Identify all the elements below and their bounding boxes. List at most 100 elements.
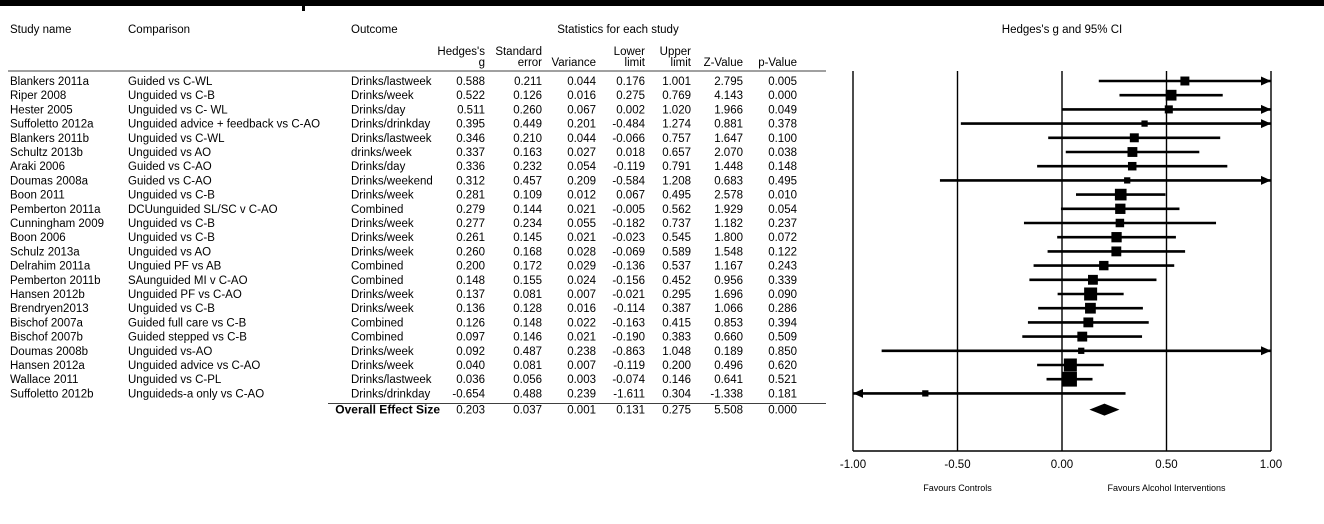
row-p: 0.000	[768, 90, 797, 102]
effect-square	[1141, 120, 1148, 127]
row-p: 0.394	[768, 317, 797, 329]
row-g: 0.337	[456, 147, 485, 159]
row-upper: 0.452	[662, 275, 691, 287]
row-se: 0.081	[513, 360, 542, 372]
row-lower: -0.484	[612, 119, 645, 131]
row-lower: -0.163	[612, 317, 645, 329]
effect-square	[1077, 331, 1088, 342]
effect-square	[1129, 133, 1139, 143]
row-outcome: Drinks/week	[351, 232, 414, 244]
row-outcome: Drinks/day	[351, 161, 406, 173]
row-z: 1.548	[714, 246, 743, 258]
row-p: 0.521	[768, 374, 797, 386]
row-g: 0.260	[456, 246, 485, 258]
overall-label: Overall Effect Size	[335, 403, 440, 417]
effect-square	[1088, 274, 1098, 285]
row-outcome: Combined	[351, 317, 403, 329]
effect-square	[1127, 161, 1137, 171]
row-se: 0.081	[513, 289, 542, 301]
row-z: 0.496	[714, 360, 743, 372]
row-study-name: Brendryen2013	[10, 303, 89, 315]
row-var: 0.016	[567, 90, 596, 102]
row-g: 0.097	[456, 332, 485, 344]
x-tick-label: 0.50	[1155, 459, 1177, 471]
favours-right-label: Favours Alcohol Interventions	[1107, 483, 1226, 493]
row-var: 0.201	[567, 119, 596, 131]
row-upper: 1.020	[662, 104, 691, 116]
row-outcome: Combined	[351, 204, 403, 216]
header-se-line1: Standard	[495, 46, 542, 58]
row-g: 0.281	[456, 190, 485, 202]
row-study-name: Riper 2008	[10, 90, 66, 102]
row-p: 0.243	[768, 261, 797, 273]
ci-arrow-left	[853, 388, 863, 398]
effect-square	[1114, 188, 1127, 201]
row-p: 0.181	[768, 388, 797, 400]
x-tick-label: -0.50	[944, 459, 970, 471]
row-g: 0.279	[456, 204, 485, 216]
row-comparison: Unguided vs C-WL	[128, 133, 225, 145]
row-p: 0.148	[768, 161, 797, 173]
row-z: 1.647	[714, 133, 743, 145]
row-g: 0.522	[456, 90, 485, 102]
row-study-name: Doumas 2008b	[10, 346, 88, 358]
row-lower: -0.069	[612, 246, 645, 258]
ci-arrow-right	[1261, 76, 1271, 86]
row-z: 2.070	[714, 147, 743, 159]
effect-square	[1111, 232, 1122, 243]
row-upper: 0.757	[662, 133, 691, 145]
row-var: 0.028	[567, 246, 596, 258]
overall-z: 5.508	[714, 405, 743, 417]
row-comparison: SAunguided MI v C-AO	[128, 275, 248, 287]
row-g: 0.137	[456, 289, 485, 301]
row-lower: 0.002	[616, 104, 645, 116]
row-var: 0.238	[567, 346, 596, 358]
row-upper: 0.562	[662, 204, 691, 216]
row-study-name: Araki 2006	[10, 161, 65, 173]
ci-arrow-right	[1261, 175, 1271, 185]
effect-square	[1063, 358, 1077, 372]
top-rule	[0, 0, 1324, 6]
row-se: 0.163	[513, 147, 542, 159]
row-upper: 0.383	[662, 332, 691, 344]
row-upper: 0.545	[662, 232, 691, 244]
header-g-line2: g	[479, 57, 485, 69]
row-p: 0.495	[768, 175, 797, 187]
effect-square	[1078, 347, 1085, 354]
row-upper: 0.200	[662, 360, 691, 372]
row-p: 0.072	[768, 232, 797, 244]
effect-square	[1085, 302, 1096, 314]
row-p: 0.850	[768, 346, 797, 358]
row-comparison: Guided vs C-AO	[128, 175, 212, 187]
row-p: 0.010	[768, 190, 797, 202]
header-upper-line2: limit	[671, 57, 692, 69]
row-var: 0.021	[567, 204, 596, 216]
overall-var: 0.001	[567, 405, 596, 417]
row-study-name: Hester 2005	[10, 104, 73, 116]
row-z: 0.660	[714, 332, 743, 344]
row-outcome: Drinks/week	[351, 303, 414, 315]
row-var: 0.029	[567, 261, 596, 273]
row-outcome: Drinks/week	[351, 190, 414, 202]
row-upper: 0.737	[662, 218, 691, 230]
effect-square	[1180, 76, 1190, 86]
row-lower: -0.119	[613, 161, 645, 173]
row-lower: 0.275	[616, 90, 645, 102]
row-lower: -1.611	[613, 388, 645, 400]
row-se: 0.056	[513, 374, 542, 386]
row-se: 0.109	[513, 190, 542, 202]
row-study-name: Doumas 2008a	[10, 175, 89, 187]
row-study-name: Blankers 2011b	[10, 133, 89, 145]
row-study-name: Boon 2011	[10, 190, 65, 202]
row-study-name: Wallace 2011	[10, 374, 78, 386]
row-comparison: Guided stepped vs C-B	[128, 332, 247, 344]
row-lower: -0.863	[612, 346, 645, 358]
row-outcome: Drinks/week	[351, 289, 414, 301]
row-lower: -0.074	[612, 374, 645, 386]
row-study-name: Blankers 2011a	[10, 76, 90, 88]
row-lower: -0.119	[613, 360, 645, 372]
row-comparison: Unguided vs C-B	[128, 303, 215, 315]
row-var: 0.044	[567, 76, 596, 88]
row-comparison: Unguideds-a only vs C-AO	[128, 388, 264, 400]
row-study-name: Suffoletto 2012a	[10, 119, 94, 131]
